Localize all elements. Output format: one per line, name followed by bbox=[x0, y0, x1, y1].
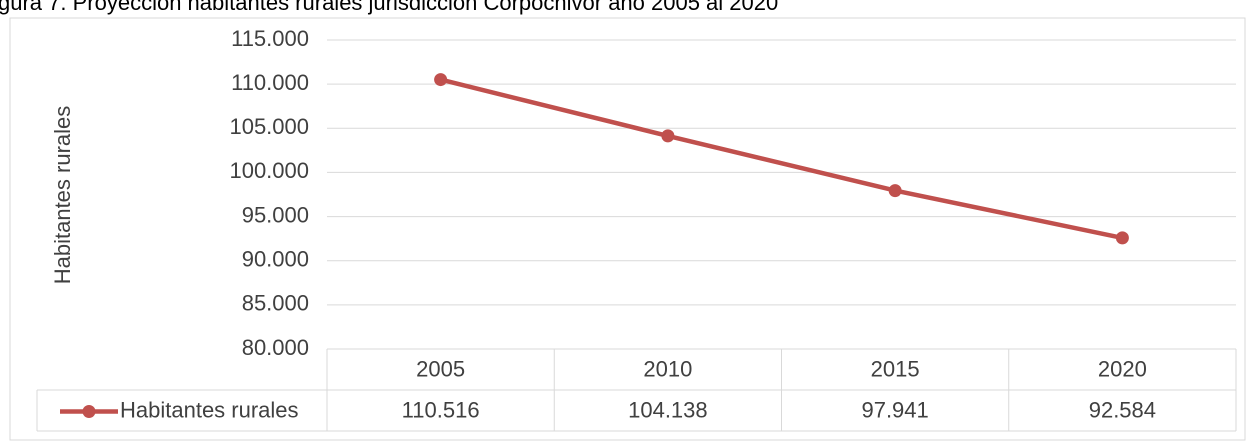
point bbox=[888, 184, 902, 198]
x-tick-label: 2010 bbox=[643, 356, 692, 381]
y-tick-label: 90.000 bbox=[242, 247, 309, 272]
chart-title: gura 7. Proyección habitantes rurales ju… bbox=[0, 0, 778, 15]
table-value: 110.516 bbox=[402, 397, 480, 422]
table-value: 97.941 bbox=[861, 397, 928, 422]
table-value: 104.138 bbox=[628, 397, 708, 422]
point bbox=[434, 73, 448, 87]
chart-frame bbox=[9, 17, 1246, 441]
y-tick-label: 85.000 bbox=[242, 291, 309, 316]
y-tick-label: 115.000 bbox=[231, 26, 309, 51]
y-tick-label: 105.000 bbox=[229, 114, 309, 139]
x-tick-label: 2020 bbox=[1098, 356, 1147, 381]
point bbox=[1115, 231, 1129, 245]
x-tick-label: 2005 bbox=[416, 356, 465, 381]
legend-marker bbox=[82, 405, 96, 418]
table-value: 92.584 bbox=[1089, 397, 1156, 422]
y-tick-label: 100.000 bbox=[229, 158, 309, 183]
legend-label: Habitantes rurales bbox=[120, 397, 299, 422]
y-tick-label: 110.000 bbox=[231, 70, 309, 95]
y-axis-label: Habitantes rurales bbox=[50, 106, 75, 285]
line bbox=[440, 77, 1123, 241]
y-tick-label: 95.000 bbox=[242, 202, 309, 227]
x-tick-label: 2015 bbox=[871, 356, 920, 381]
point bbox=[661, 129, 675, 143]
y-tick-label: 80.000 bbox=[242, 335, 309, 360]
